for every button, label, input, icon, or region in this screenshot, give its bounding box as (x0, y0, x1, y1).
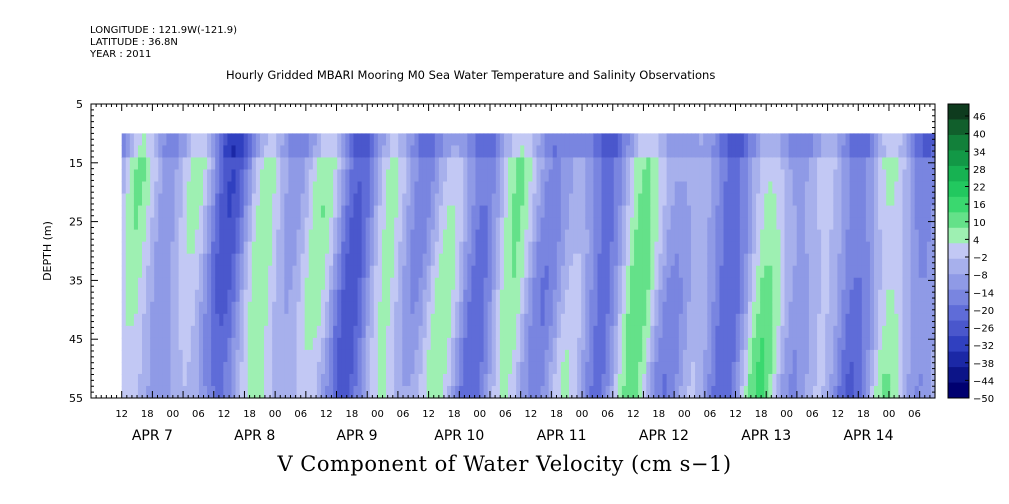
colorbar-swatch (948, 382, 969, 399)
colorbar-label: 34 (973, 147, 986, 158)
colorbar: 46 40 34 28 22 16 10 4 −2 −8 −14 −20 −26 −32 −38 −44 −50 (947, 103, 994, 405)
x-hour-tick-label: 18 (755, 409, 768, 420)
x-hour-tick-label: 06 (192, 409, 205, 420)
colorbar-swatch (948, 181, 969, 198)
colorbar-label: −20 (973, 306, 994, 317)
colorbar-label: 10 (973, 218, 986, 229)
x-hour-tick-label: 06 (908, 409, 921, 420)
x-hour-tick-label: 06 (294, 409, 307, 420)
x-hour-tick-label: 12 (115, 409, 128, 420)
variable-title: V Component of Water Velocity (cm s−1) (277, 452, 732, 476)
chart-title: Hourly Gridded MBARI Mooring M0 Sea Wate… (226, 68, 716, 82)
x-hour-tick-label: 18 (346, 409, 359, 420)
colorbar-swatch (948, 367, 969, 383)
colorbar-label: 22 (973, 183, 986, 194)
colorbar-swatch (948, 258, 969, 275)
x-hour-tick-label: 06 (397, 409, 410, 420)
colorbar-swatch (948, 305, 969, 322)
colorbar-label: 28 (973, 165, 986, 176)
colorbar-swatch (948, 150, 969, 167)
colorbar-label: −2 (973, 253, 988, 264)
colorbar-label: 46 (973, 112, 986, 123)
y-tick-label: 55 (69, 392, 83, 405)
colorbar-label: −44 (973, 376, 994, 387)
x-hour-tick-label: 00 (166, 409, 179, 420)
y-tick-label: 25 (69, 216, 83, 229)
colorbar-swatch (948, 336, 969, 352)
x-hour-tick-label: 00 (883, 409, 896, 420)
x-day-label: APR 10 (434, 428, 484, 444)
x-hour-tick-label: 18 (652, 409, 665, 420)
x-hour-tick-label: 18 (141, 409, 154, 420)
x-hour-tick-label: 06 (601, 409, 614, 420)
x-day-label: APR 11 (537, 428, 587, 444)
x-hour-tick-label: 00 (473, 409, 486, 420)
x-hour-tick-label: 00 (576, 409, 589, 420)
x-hour-tick-label: 06 (499, 409, 512, 420)
colorbar-swatch (948, 212, 969, 229)
colorbar-label: 4 (973, 235, 979, 246)
x-day-label: APR 9 (336, 428, 377, 444)
colorbar-swatch (948, 196, 969, 213)
colorbar-swatch (948, 289, 969, 306)
x-hour-tick-label: 18 (857, 409, 870, 420)
x-hour-tick-label: 00 (269, 409, 282, 420)
x-day-label: APR 12 (639, 428, 689, 444)
colorbar-label: −14 (973, 288, 994, 299)
longitude-label: LONGITUDE : 121.9W(-121.9) (90, 25, 237, 36)
y-tick-label: 15 (69, 157, 83, 170)
x-hour-tick-label: 12 (422, 409, 435, 420)
colorbar-label: −8 (973, 271, 988, 282)
colorbar-swatch (948, 243, 969, 260)
x-hour-tick-label: 12 (218, 409, 231, 420)
x-hour-tick-label: 12 (320, 409, 333, 420)
x-hour-tick-label: 00 (678, 409, 691, 420)
latitude-label: LATITUDE : 36.8N (90, 37, 178, 48)
colorbar-label: 16 (973, 200, 986, 211)
x-hour-tick-label: 18 (243, 409, 256, 420)
colorbar-swatch (948, 320, 969, 337)
colorbar-swatch (948, 165, 969, 182)
x-hour-tick-label: 06 (704, 409, 717, 420)
y-axis-label: DEPTH (m) (41, 221, 54, 281)
colorbar-label: −50 (973, 394, 994, 405)
x-hour-tick-label: 12 (831, 409, 844, 420)
colorbar-swatch (948, 351, 969, 368)
colorbar-swatch (948, 119, 969, 136)
colorbar-label: −26 (973, 324, 994, 335)
x-day-label: APR 13 (741, 428, 791, 444)
y-tick-label: 5 (76, 98, 83, 111)
colorbar-label: 40 (973, 130, 986, 141)
x-hour-tick-label: 00 (371, 409, 384, 420)
colorbar-swatch (948, 134, 969, 151)
x-hour-tick-label: 00 (780, 409, 793, 420)
year-label: YEAR : 2011 (90, 49, 152, 60)
colorbar-label: −32 (973, 341, 994, 352)
colorbar-label: −38 (973, 359, 994, 370)
heatmap-field (121, 133, 936, 399)
x-hour-tick-label: 18 (448, 409, 461, 420)
colorbar-swatch (948, 274, 969, 291)
x-day-label: APR 8 (234, 428, 275, 444)
x-hour-tick-label: 12 (525, 409, 538, 420)
x-hour-tick-label: 12 (729, 409, 742, 420)
x-hour-tick-label: 12 (627, 409, 640, 420)
x-day-label: APR 14 (843, 428, 893, 444)
y-tick-label: 45 (69, 333, 83, 346)
x-hour-tick-label: 06 (806, 409, 819, 420)
x-axis: 12 18 00 06 12 18 00 06 12 18 00 06 12 18 00 06 12 18 00 06… (90, 104, 936, 444)
y-tick-label: 35 (69, 274, 83, 287)
x-day-label: APR 7 (132, 428, 173, 444)
colorbar-swatch (948, 104, 969, 120)
x-hour-tick-label: 18 (550, 409, 563, 420)
colorbar-swatch (948, 227, 969, 244)
